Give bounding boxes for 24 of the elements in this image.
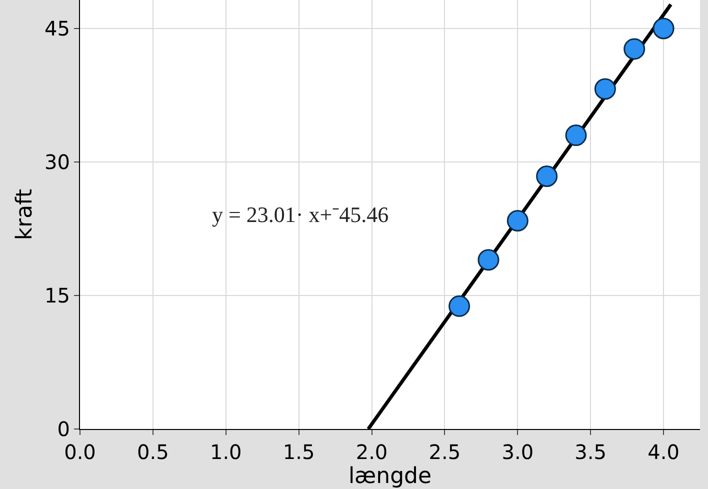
x-tick-label: 0.0	[64, 440, 96, 464]
y-tick-label: 15	[44, 283, 70, 308]
point	[478, 249, 500, 271]
annotation: y = 23.01· x+⁻45.46	[212, 202, 389, 227]
x-tick-label: 2.5	[428, 440, 461, 464]
x-axis-title: længde	[348, 464, 432, 489]
y-axis-title: kraft	[12, 188, 38, 240]
x-tick-label: 4.0	[648, 440, 680, 464]
point	[594, 78, 616, 100]
x-tick-label: 1.0	[210, 440, 242, 464]
point	[448, 295, 470, 317]
x-tick-label: 0.5	[137, 440, 169, 464]
x-tick-label: 2.0	[356, 440, 388, 464]
point	[624, 38, 646, 60]
point	[506, 210, 528, 232]
x-tick-label: 1.5	[282, 440, 315, 464]
y-tick-label: 0	[57, 417, 70, 441]
point	[536, 165, 558, 187]
point	[565, 124, 587, 146]
x-tick-label: 3.0	[502, 440, 534, 464]
point	[652, 18, 674, 40]
y-tick-label: 30	[44, 150, 70, 174]
y-tick-label: 45	[44, 16, 70, 40]
x-tick-label: 3.5	[574, 440, 606, 464]
